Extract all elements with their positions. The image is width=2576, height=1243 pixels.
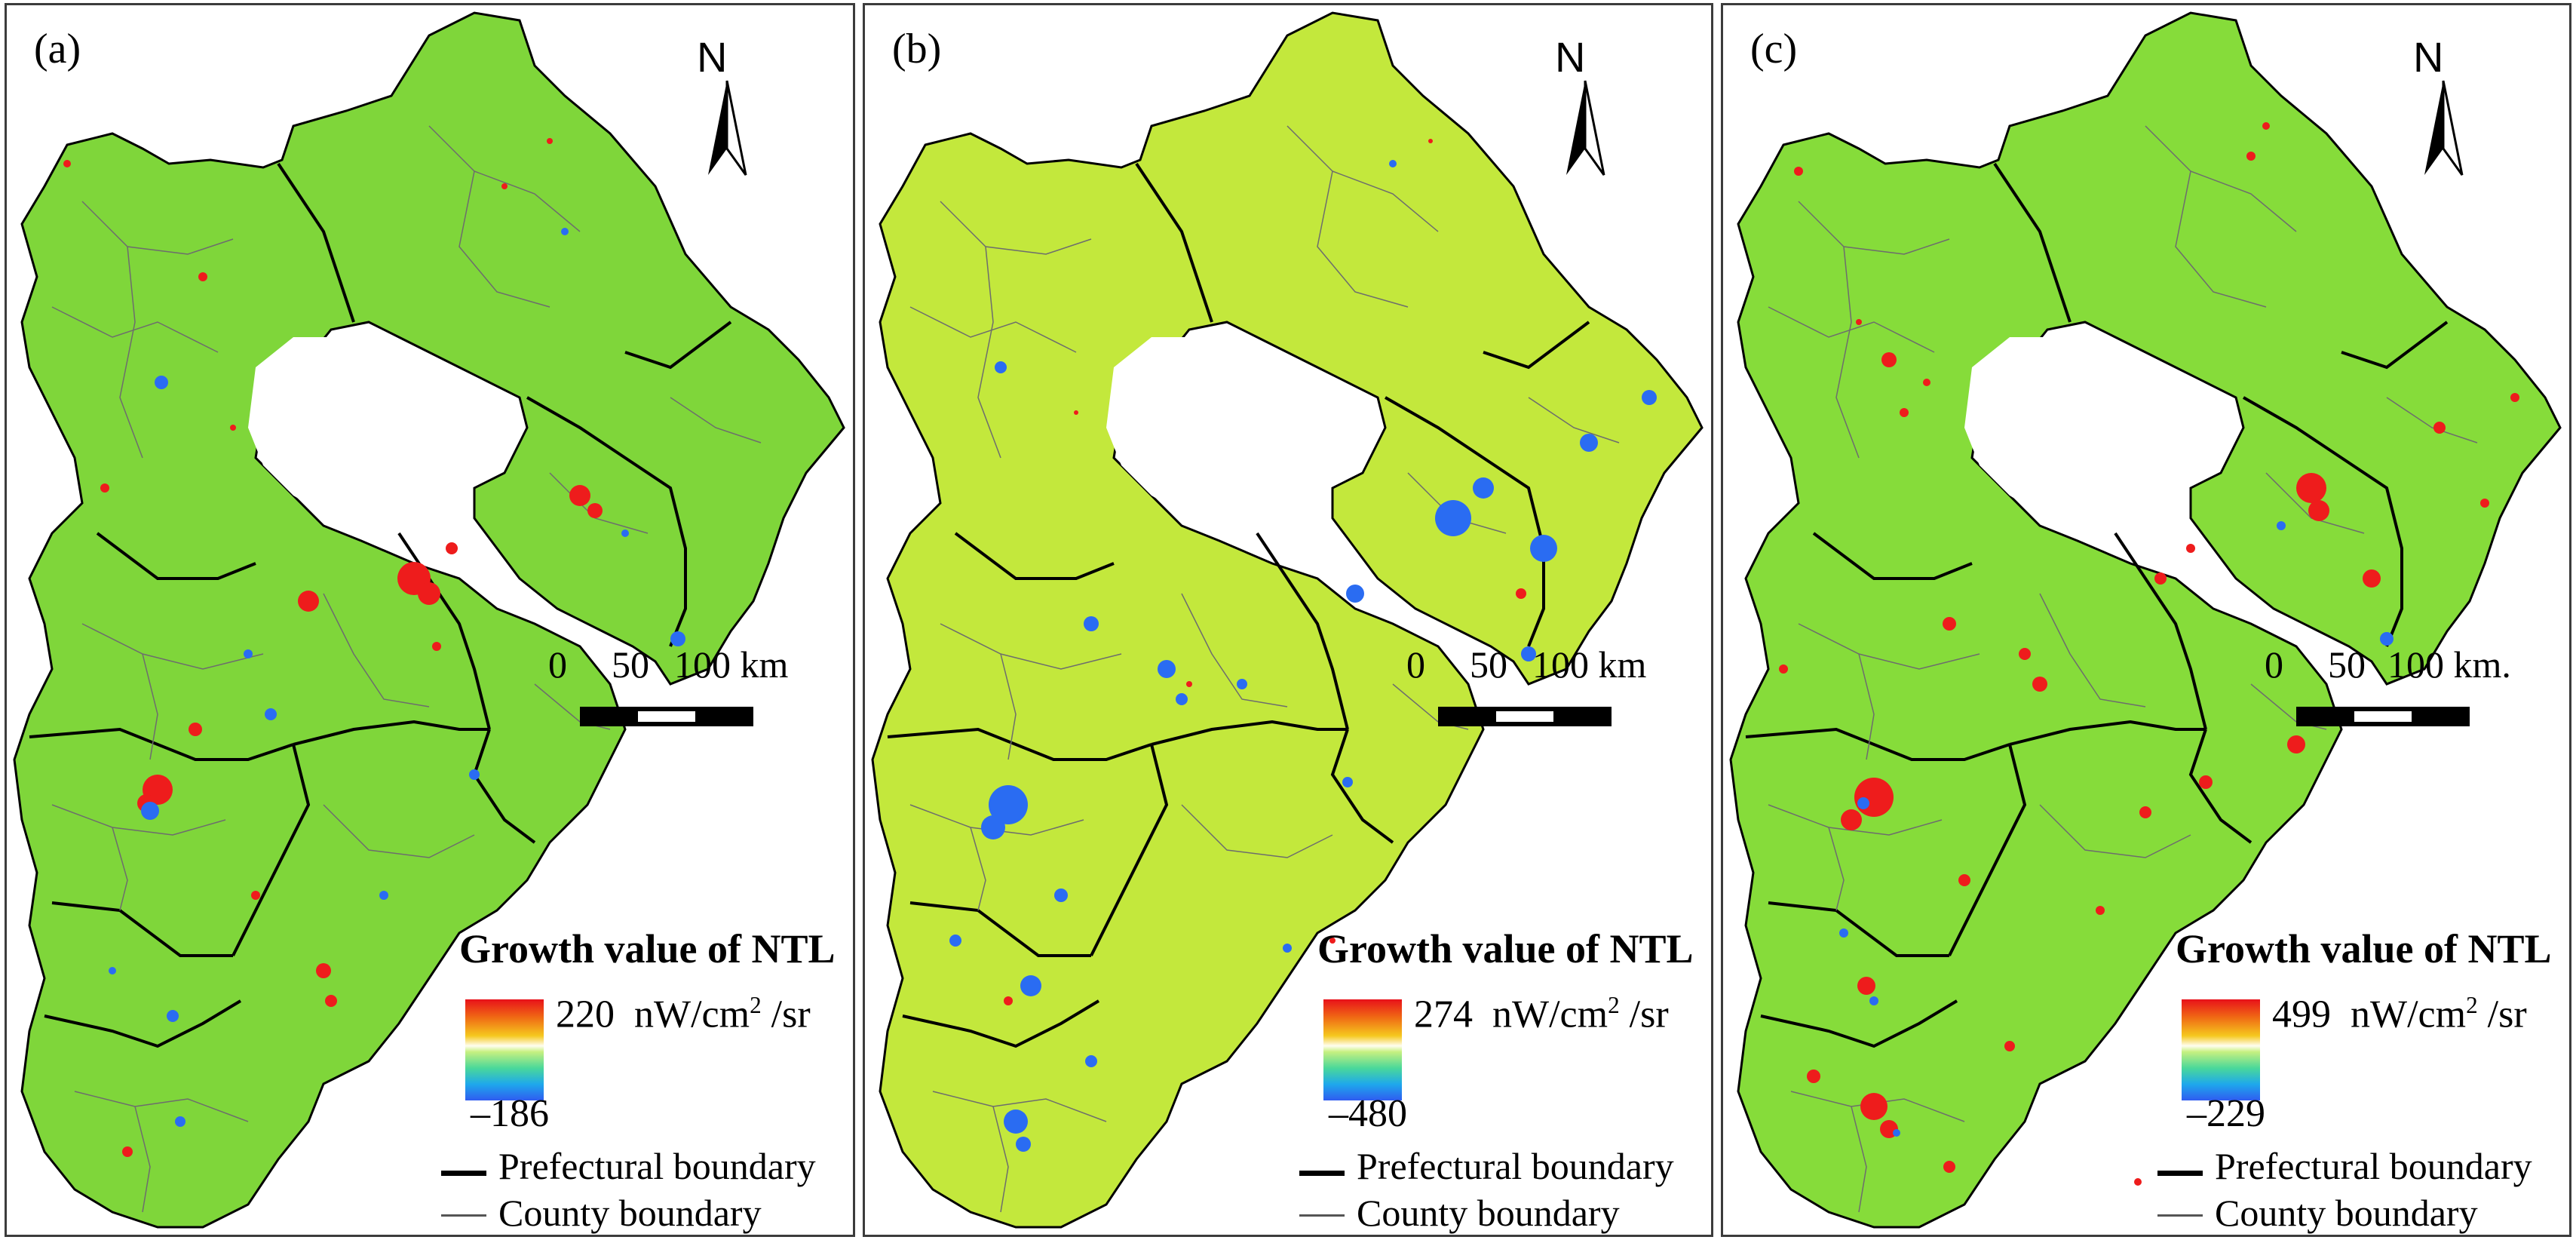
legend-min-value: –480 [1329,1092,1407,1135]
scale-bar [2296,707,2470,726]
map-panel-c: (c) N 0 50 100 km. Growth value of NTL 4… [1721,3,2571,1237]
scale-bar [1438,707,1612,726]
scale-mid: 50 [612,643,649,686]
scale-mid: 50 [1470,643,1507,686]
scale-zero: 0 [1406,643,1425,686]
county-line-symbol [1299,1214,1345,1217]
legend-unit-sup: 2 [1608,992,1620,1018]
north-arrow-icon [1566,80,1605,176]
county-legend-label: County boundary [498,1192,762,1234]
scale-mid: 50 [2328,643,2366,686]
scale-max: 100 [1532,643,1589,686]
prefectural-boundaries [29,162,732,1048]
prefectural-boundaries [1745,162,2449,1048]
legend-title: Growth value of NTL [2176,926,2552,971]
scale-unit: km. [2453,643,2511,686]
legend-title: Growth value of NTL [459,926,836,971]
legend-max-value: 499 [2272,993,2331,1036]
ntl-decrease-patches [1839,521,2394,1137]
province-shape [871,11,1704,1229]
legend-unit-sup: 2 [750,992,762,1018]
scale-numbers: 0 50 100 km [1406,643,1646,686]
legend-min-value: –186 [471,1092,549,1135]
region-map-b [871,11,1704,1229]
province-shape [1729,11,2562,1229]
legend-max: 274 nW/cm2 /sr [1414,992,1669,1036]
north-label: N [697,33,728,81]
panel-label: (c) [1750,26,1798,72]
region-map-c [1729,11,2562,1229]
scale-unit: km [740,643,789,686]
county-legend-label: County boundary [2215,1192,2478,1234]
ntl-increase-patches [1004,139,1526,1005]
prefecture-line-symbol [2157,1171,2203,1176]
scale-max: 100 [674,643,731,686]
legend-unit-prefix: nW/cm [1492,993,1608,1036]
legend-unit-suffix: /sr [761,993,811,1036]
legend-unit-suffix: /sr [2477,993,2527,1036]
scale-zero: 0 [2265,643,2283,686]
county-boundaries [1768,125,2478,1213]
prefecture-legend-label: Prefectural boundary [498,1145,816,1187]
map-panel-b: (b) N 0 50 100 km Growth value of NTL 27… [863,3,1713,1237]
legend-min-value: –229 [2187,1092,2265,1135]
legend-unit-sup: 2 [2466,992,2478,1018]
prefecture-legend-label: Prefectural boundary [1357,1145,1674,1187]
legend-max: 220 nW/cm2 /sr [556,992,811,1036]
legend-max: 499 nW/cm2 /sr [2272,992,2527,1036]
color-ramp [2182,999,2260,1100]
scale-max: 100 [2387,643,2444,686]
prefecture-line-symbol [1299,1171,1345,1176]
region-map-a [13,11,845,1229]
scale-bar [580,707,753,726]
legend-title: Growth value of NTL [1317,926,1694,971]
beijing-hole [1106,330,1363,548]
scale-zero: 0 [548,643,567,686]
north-arrow-icon [2424,80,2464,176]
province-shape [13,11,845,1229]
panel-label: (b) [892,26,942,72]
map-panel-a: (a) N 0 50 100 km Growth value of NTL 22… [5,3,855,1237]
ntl-decrease-patches [949,160,1657,1152]
ntl-decrease-patches [109,228,685,1127]
legend-max-value: 220 [556,993,615,1036]
county-line-symbol [2157,1214,2203,1217]
panel-label: (a) [34,26,81,72]
prefectural-boundaries [887,162,1590,1048]
county-legend-label: County boundary [1357,1192,1620,1234]
color-ramp [1323,999,1402,1100]
legend-max-value: 274 [1414,993,1473,1036]
beijing-hole [248,330,504,548]
scale-numbers: 0 50 100 km. [2265,643,2511,686]
prefecture-legend-label: Prefectural boundary [2215,1145,2532,1187]
north-arrow-icon [708,80,747,176]
legend-unit-prefix: nW/cm [2351,993,2467,1036]
legend-unit-prefix: nW/cm [634,993,750,1036]
county-boundaries [909,125,1620,1213]
beijing-hole [1964,330,2221,548]
color-ramp [465,999,544,1100]
scale-unit: km [1598,643,1647,686]
county-line-symbol [441,1214,486,1217]
north-label: N [2413,33,2444,81]
scale-numbers: 0 50 100 km [548,643,788,686]
legend-unit-suffix: /sr [1619,993,1669,1036]
prefecture-line-symbol [441,1171,486,1176]
north-label: N [1555,33,1586,81]
